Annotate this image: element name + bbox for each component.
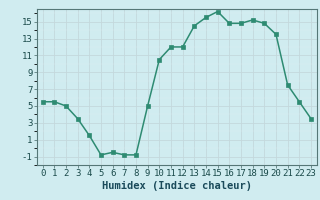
- X-axis label: Humidex (Indice chaleur): Humidex (Indice chaleur): [102, 181, 252, 191]
